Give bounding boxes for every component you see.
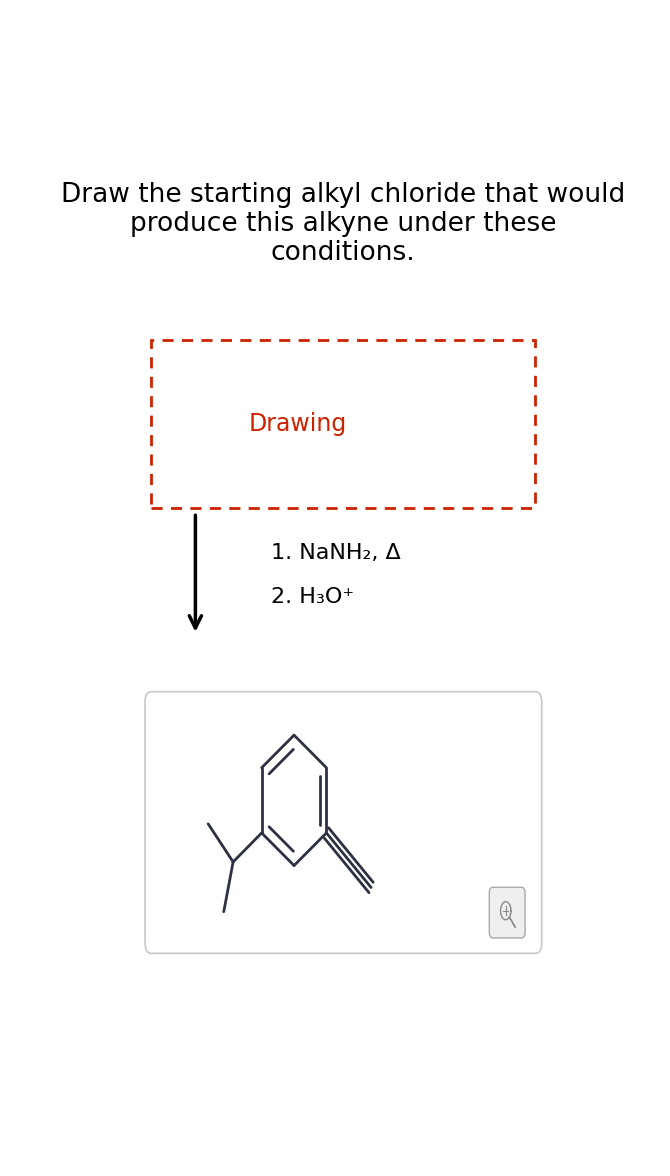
Text: 1. NaNH₂, Δ: 1. NaNH₂, Δ — [271, 543, 401, 563]
FancyBboxPatch shape — [489, 887, 525, 938]
Bar — [151, 340, 535, 508]
Text: conditions.: conditions. — [271, 240, 416, 267]
Text: produce this alkyne under these: produce this alkyne under these — [130, 212, 557, 238]
Text: Draw the starting alkyl chloride that would: Draw the starting alkyl chloride that wo… — [61, 182, 626, 208]
FancyBboxPatch shape — [145, 691, 542, 954]
Text: Drawing: Drawing — [248, 412, 346, 436]
Text: 2. H₃O⁺: 2. H₃O⁺ — [271, 587, 354, 607]
